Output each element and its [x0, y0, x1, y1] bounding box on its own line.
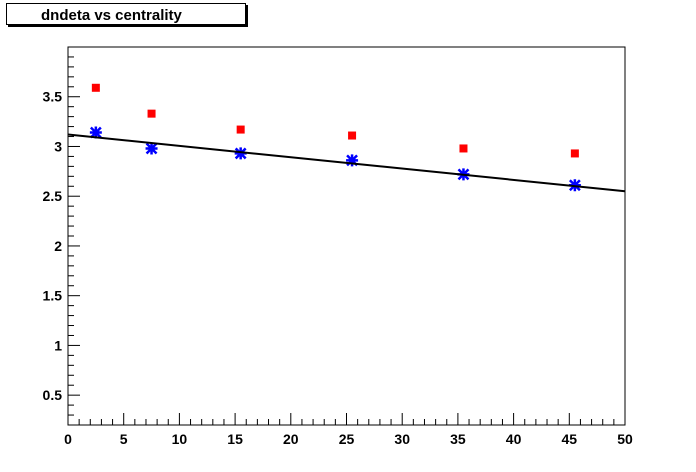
- x-tick-label: 50: [617, 431, 633, 447]
- x-tick-label: 35: [450, 431, 466, 447]
- chart-title-box: dndeta vs centrality: [6, 3, 246, 25]
- plot-frame: [67, 46, 626, 426]
- x-tick-label: 30: [394, 431, 410, 447]
- y-tick-label: 2.5: [43, 188, 63, 204]
- data-point-red-square: [459, 144, 468, 153]
- data-point-blue-star: [145, 142, 158, 155]
- y-tick-label: 3: [54, 138, 62, 154]
- y-tick-label: 1.5: [43, 288, 63, 304]
- data-point-blue-star: [346, 154, 359, 167]
- x-tick-label: 40: [506, 431, 522, 447]
- data-point-red-square: [570, 149, 579, 158]
- x-tick-label: 0: [64, 431, 72, 447]
- x-tick-label: 20: [283, 431, 299, 447]
- x-tick-label: 10: [172, 431, 188, 447]
- chart-title: dndeta vs centrality: [41, 7, 182, 24]
- data-point-blue-star: [234, 147, 247, 160]
- x-tick-label: 15: [227, 431, 243, 447]
- data-point-red-square: [147, 109, 156, 118]
- x-tick-label: 5: [120, 431, 128, 447]
- data-point-red-square: [348, 131, 357, 140]
- y-tick-label: 0.5: [43, 387, 63, 403]
- data-point-red-square: [91, 83, 100, 92]
- fit-line: [67, 133, 626, 193]
- data-point-red-square: [236, 125, 245, 134]
- x-tick-label: 25: [339, 431, 355, 447]
- data-point-blue-star: [89, 126, 102, 139]
- y-tick-label: 2: [54, 238, 62, 254]
- y-tick-label: 3.5: [43, 89, 63, 105]
- x-tick-label: 45: [562, 431, 578, 447]
- y-tick-label: 1: [54, 337, 62, 353]
